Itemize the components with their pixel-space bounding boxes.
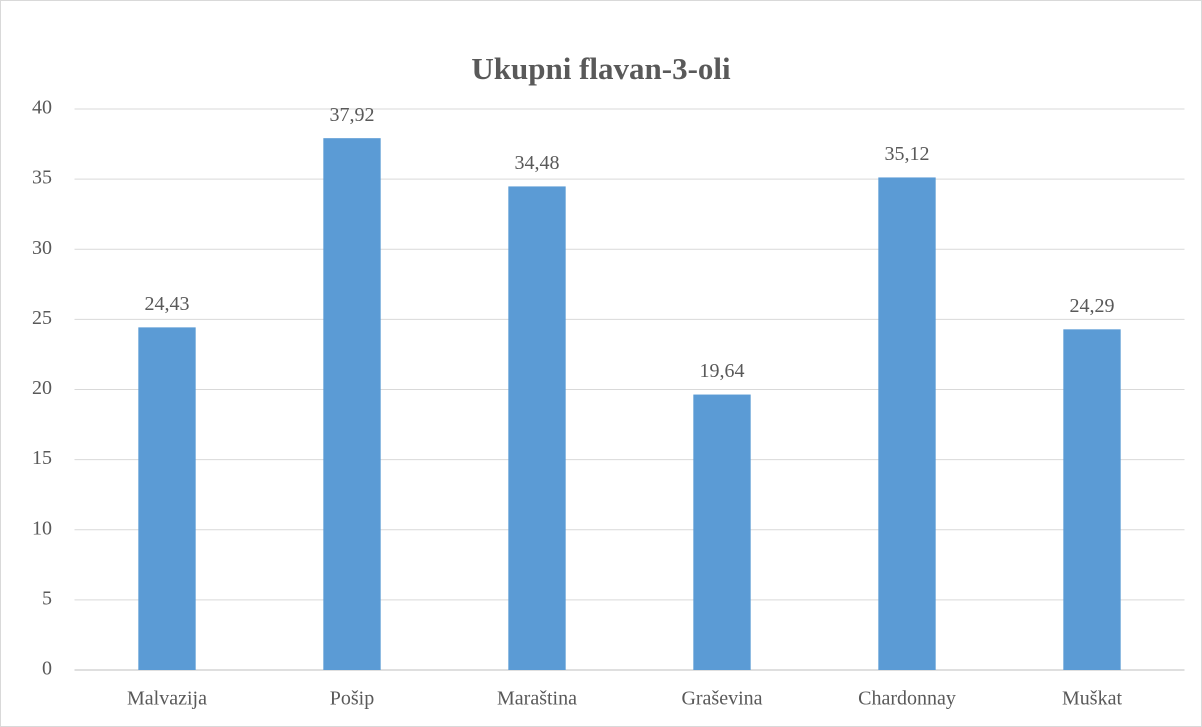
x-tick-label: Graševina	[681, 688, 762, 710]
y-tick-label: 25	[32, 307, 52, 329]
bar	[138, 327, 196, 670]
value-label: 19,64	[700, 360, 745, 382]
bar	[693, 394, 751, 670]
bar	[323, 138, 381, 670]
y-tick-label: 20	[32, 377, 52, 399]
y-tick-label: 0	[42, 658, 52, 680]
value-label: 24,43	[145, 293, 190, 315]
y-tick-label: 10	[32, 517, 52, 539]
bar	[508, 186, 566, 670]
y-tick-label: 40	[32, 97, 52, 119]
x-tick-label: Pošip	[330, 688, 374, 710]
value-label: 37,92	[330, 104, 375, 126]
x-tick-label: Chardonnay	[858, 688, 956, 710]
y-tick-label: 35	[32, 167, 52, 189]
value-label: 34,48	[515, 152, 560, 174]
y-tick-label: 15	[32, 447, 52, 469]
bar	[1063, 329, 1121, 670]
chart-title: Ukupni flavan-3-oli	[471, 51, 731, 86]
x-tick-label: Maraština	[497, 688, 577, 710]
y-tick-label: 5	[42, 587, 52, 609]
value-label: 24,29	[1070, 295, 1115, 317]
value-label: 35,12	[885, 143, 930, 165]
x-tick-label: Malvazija	[127, 688, 207, 710]
y-tick-label: 30	[32, 237, 52, 259]
bar	[878, 177, 936, 670]
x-tick-label: Muškat	[1062, 688, 1122, 710]
